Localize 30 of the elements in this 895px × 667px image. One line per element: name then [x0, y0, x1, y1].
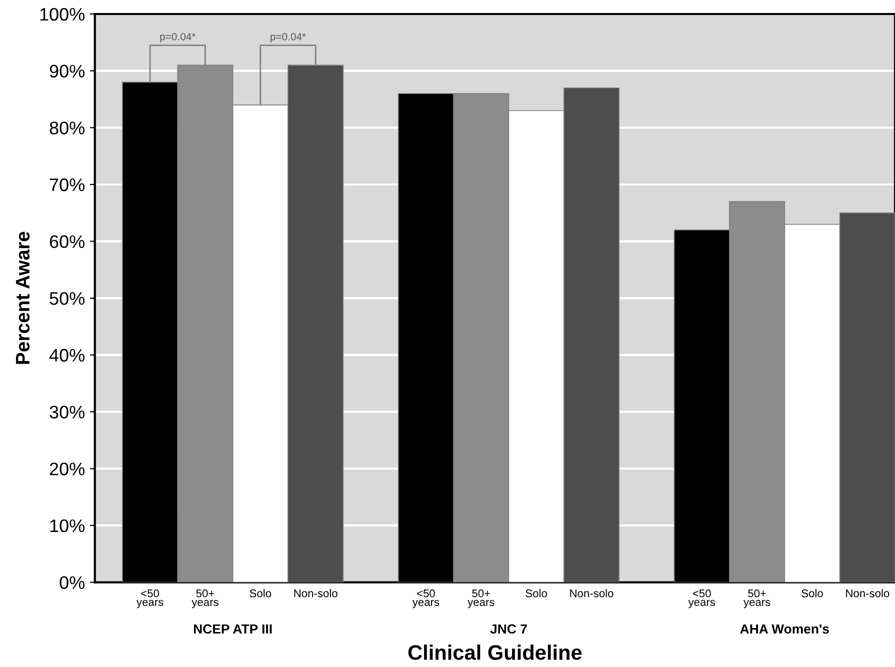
- y-tick-label: 30%: [50, 406, 85, 419]
- y-tick-label: 50%: [50, 292, 85, 305]
- y-tick-label: 60%: [50, 235, 85, 248]
- x-tick-label: NCEP ATP III: [194, 624, 272, 634]
- text: Non-solo: [570, 589, 614, 598]
- y-tick-label: 40%: [49, 348, 85, 362]
- x-tick-label: AHA Women's: [740, 624, 829, 634]
- y-tick-label: 10%: [50, 519, 85, 532]
- x-axis-title: Clinical Guideline: [408, 644, 582, 660]
- text: <50 years: [412, 589, 440, 608]
- annotation: p=0.04*: [270, 32, 306, 42]
- text: Non-solo: [846, 589, 890, 598]
- series-label: 50+ years: [192, 589, 218, 608]
- series-label: <50 years: [136, 589, 164, 608]
- y-tick-label: 20%: [50, 462, 85, 476]
- y-tick-label: 90%: [50, 64, 85, 78]
- series-label: Solo: [250, 589, 272, 598]
- series-label: Non-solo: [294, 589, 338, 598]
- text: 50+ years: [743, 589, 770, 608]
- y-tick-label: 0%: [60, 576, 85, 590]
- text: <50 years: [688, 589, 716, 608]
- text: 50+ years: [468, 589, 494, 608]
- y-tick-label: 70%: [50, 178, 85, 192]
- annotation: p=0.04*: [160, 32, 196, 42]
- y-tick-label: 80%: [50, 122, 85, 134]
- y-axis-title: Percent Aware: [16, 232, 30, 364]
- x-tick-label: JNC 7: [490, 624, 527, 634]
- y-tick-label: 100%: [40, 8, 85, 21]
- text: Solo: [802, 589, 823, 598]
- text: Solo: [526, 589, 547, 598]
